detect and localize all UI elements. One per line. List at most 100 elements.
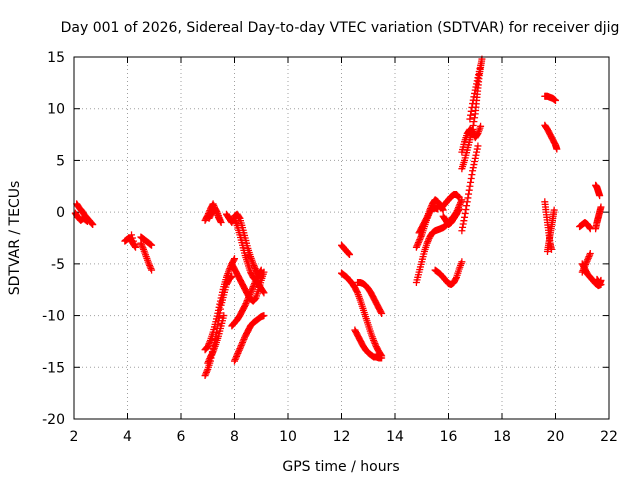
data-point bbox=[82, 217, 90, 225]
data-point bbox=[417, 232, 425, 240]
data-point bbox=[249, 260, 257, 268]
data-series-s20 bbox=[351, 326, 386, 362]
data-point bbox=[216, 297, 224, 305]
data-point bbox=[203, 367, 211, 375]
data-point bbox=[251, 296, 259, 304]
data-point bbox=[235, 213, 243, 221]
data-point bbox=[147, 265, 155, 273]
data-point bbox=[596, 192, 604, 200]
data-point bbox=[257, 267, 265, 275]
x-tick-label: 22 bbox=[600, 429, 618, 445]
data-point bbox=[470, 161, 478, 169]
data-point bbox=[467, 178, 475, 186]
data-point bbox=[216, 215, 224, 223]
data-point bbox=[469, 125, 477, 133]
data-point bbox=[475, 67, 483, 75]
data-point bbox=[552, 96, 559, 104]
data-series-s05 bbox=[137, 239, 156, 274]
data-point bbox=[424, 236, 432, 244]
data-point bbox=[148, 266, 156, 274]
data-point bbox=[475, 71, 483, 79]
data-point bbox=[597, 203, 605, 211]
data-point bbox=[462, 206, 470, 214]
data-point bbox=[423, 214, 431, 222]
data-point bbox=[89, 221, 97, 229]
data-series-s35 bbox=[576, 218, 594, 233]
data-point bbox=[206, 338, 214, 346]
data-point bbox=[217, 218, 225, 226]
data-series-s15 bbox=[228, 266, 265, 330]
data-point bbox=[239, 337, 247, 345]
y-tick-label: -10 bbox=[42, 309, 65, 325]
data-point bbox=[553, 145, 561, 153]
data-point bbox=[260, 289, 268, 297]
data-point bbox=[424, 238, 432, 246]
data-point bbox=[471, 114, 479, 122]
data-point bbox=[132, 243, 140, 251]
data-point bbox=[586, 251, 594, 259]
data-point bbox=[581, 262, 589, 270]
data-point bbox=[204, 359, 212, 367]
x-tick-label: 14 bbox=[386, 429, 404, 445]
data-point bbox=[466, 115, 474, 123]
y-tick-label: -20 bbox=[42, 412, 65, 428]
data-point bbox=[468, 171, 476, 179]
x-tick-label: 18 bbox=[493, 429, 511, 445]
data-series-s30 bbox=[458, 142, 482, 235]
data-point bbox=[205, 339, 213, 347]
data-point bbox=[467, 107, 475, 115]
data-point bbox=[455, 194, 463, 202]
data-marks bbox=[71, 55, 605, 380]
data-point bbox=[88, 220, 96, 228]
data-point bbox=[205, 356, 213, 364]
data-point bbox=[473, 145, 481, 153]
data-series-s28 bbox=[458, 55, 486, 173]
data-series-s16 bbox=[231, 312, 268, 365]
x-tick-label: 8 bbox=[230, 429, 239, 445]
x-tick-label: 2 bbox=[70, 429, 79, 445]
data-point bbox=[137, 239, 145, 247]
data-point bbox=[130, 237, 138, 245]
data-point bbox=[457, 197, 465, 205]
data-point bbox=[469, 122, 477, 130]
data-point bbox=[241, 301, 249, 309]
data-point bbox=[231, 357, 238, 365]
data-point bbox=[452, 275, 460, 283]
data-point bbox=[471, 157, 479, 165]
data-point bbox=[139, 244, 147, 252]
data-point bbox=[584, 254, 592, 262]
grid-lines bbox=[74, 57, 609, 419]
data-point bbox=[243, 298, 251, 306]
data-point bbox=[580, 265, 588, 273]
data-point bbox=[247, 289, 255, 297]
data-point bbox=[473, 77, 481, 85]
data-point bbox=[584, 256, 592, 264]
data-point bbox=[247, 287, 255, 295]
data-point bbox=[249, 283, 257, 291]
data-point bbox=[461, 209, 469, 217]
data-point bbox=[583, 257, 591, 265]
data-point bbox=[138, 242, 146, 250]
data-point bbox=[582, 260, 590, 268]
data-point bbox=[238, 340, 246, 348]
data-point bbox=[231, 255, 238, 263]
data-point bbox=[465, 186, 473, 194]
data-point bbox=[248, 286, 256, 294]
y-tick-label: -15 bbox=[42, 360, 65, 376]
data-point bbox=[467, 175, 475, 183]
y-axis-title: SDTVAR / TECUs bbox=[7, 181, 23, 296]
x-axis-title: GPS time / hours bbox=[282, 459, 399, 475]
data-point bbox=[469, 164, 477, 172]
data-point bbox=[455, 205, 463, 213]
data-point bbox=[412, 243, 420, 251]
data-series-s24 bbox=[436, 191, 463, 212]
data-point bbox=[252, 276, 260, 284]
data-series-s07 bbox=[205, 204, 224, 223]
data-point bbox=[253, 273, 261, 281]
data-series-s26 bbox=[431, 258, 466, 289]
x-tick-label: 20 bbox=[547, 429, 565, 445]
data-point bbox=[201, 372, 209, 380]
data-point bbox=[346, 251, 354, 259]
data-point bbox=[216, 300, 224, 308]
data-point bbox=[456, 200, 464, 208]
